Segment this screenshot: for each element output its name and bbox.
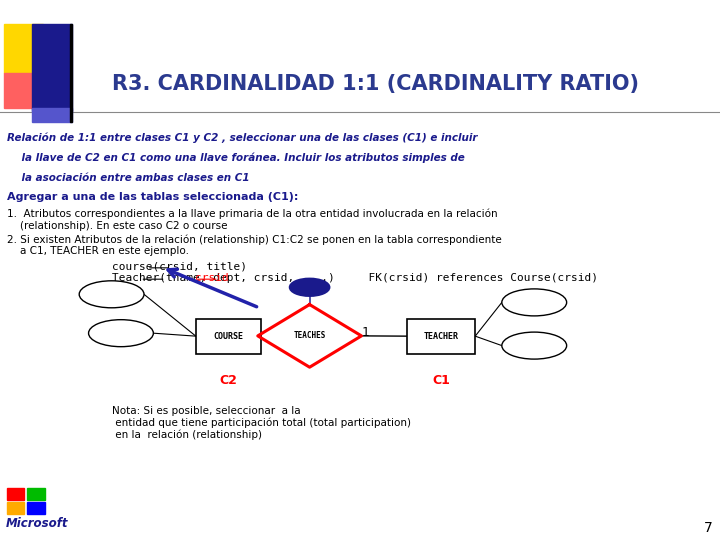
Ellipse shape (289, 279, 330, 296)
Text: 1.  Atributos correspondientes a la llave primaria de la otra entidad involucrad: 1. Atributos correspondientes a la llave… (7, 209, 498, 231)
Ellipse shape (89, 320, 153, 347)
Bar (7, 502, 24, 514)
Ellipse shape (502, 289, 567, 316)
Text: INAME: INAME (522, 341, 546, 350)
Text: Agregar a una de las tablas seleccionada (C1):: Agregar a una de las tablas seleccionada… (7, 192, 299, 202)
Text: la asociación entre ambas clases en C1: la asociación entre ambas clases en C1 (7, 173, 250, 184)
FancyBboxPatch shape (407, 319, 475, 354)
Text: Teacher(tname, dept, crsid, ....)     FK(crsid) references Course(crsid): Teacher(tname, dept, crsid, ....) FK(crs… (112, 273, 598, 284)
Text: course(crsid, title): course(crsid, title) (112, 262, 246, 272)
Text: C1: C1 (432, 374, 450, 387)
Text: 1: 1 (362, 326, 369, 339)
Bar (4, 24, 43, 73)
Ellipse shape (502, 332, 567, 359)
Text: C2: C2 (220, 374, 237, 387)
Bar (32, 24, 72, 111)
Ellipse shape (79, 281, 144, 308)
Bar (27, 502, 45, 514)
Bar (4, 73, 43, 108)
Text: TEACHER: TEACHER (423, 332, 459, 341)
Text: R3. CARDINALIDAD 1:1 (CARDINALITY RATIO): R3. CARDINALIDAD 1:1 (CARDINALITY RATIO) (112, 73, 639, 94)
Text: CRSID: CRSID (109, 329, 133, 338)
Bar (70, 24, 72, 122)
Bar (32, 108, 72, 122)
Bar (27, 488, 45, 500)
Text: crsid: crsid (196, 273, 229, 284)
Text: Microsoft: Microsoft (6, 517, 68, 530)
Text: DEPT: DEPT (524, 298, 544, 307)
Text: 2. Si existen Atributos de la relación (relationship) C1:C2 se ponen en la tabla: 2. Si existen Atributos de la relación (… (7, 234, 502, 256)
Text: TITLE: TITLE (99, 290, 124, 299)
Text: la llave de C2 en C1 como una llave foránea. Incluir los atributos simples de: la llave de C2 en C1 como una llave forá… (7, 153, 465, 163)
Text: Nota: Si es posible, seleccionar  a la
 entidad que tiene participación total (t: Nota: Si es posible, seleccionar a la en… (112, 406, 410, 441)
Text: TEACHES: TEACHES (294, 332, 325, 340)
Text: 7: 7 (704, 521, 713, 535)
Bar (7, 488, 24, 500)
Text: COURSE: COURSE (213, 332, 243, 341)
Text: Relación de 1:1 entre clases C1 y C2 , seleccionar una de las clases (C1) e incl: Relación de 1:1 entre clases C1 y C2 , s… (7, 132, 477, 143)
FancyBboxPatch shape (196, 319, 261, 354)
Text: 1: 1 (251, 326, 258, 339)
Polygon shape (258, 305, 361, 367)
